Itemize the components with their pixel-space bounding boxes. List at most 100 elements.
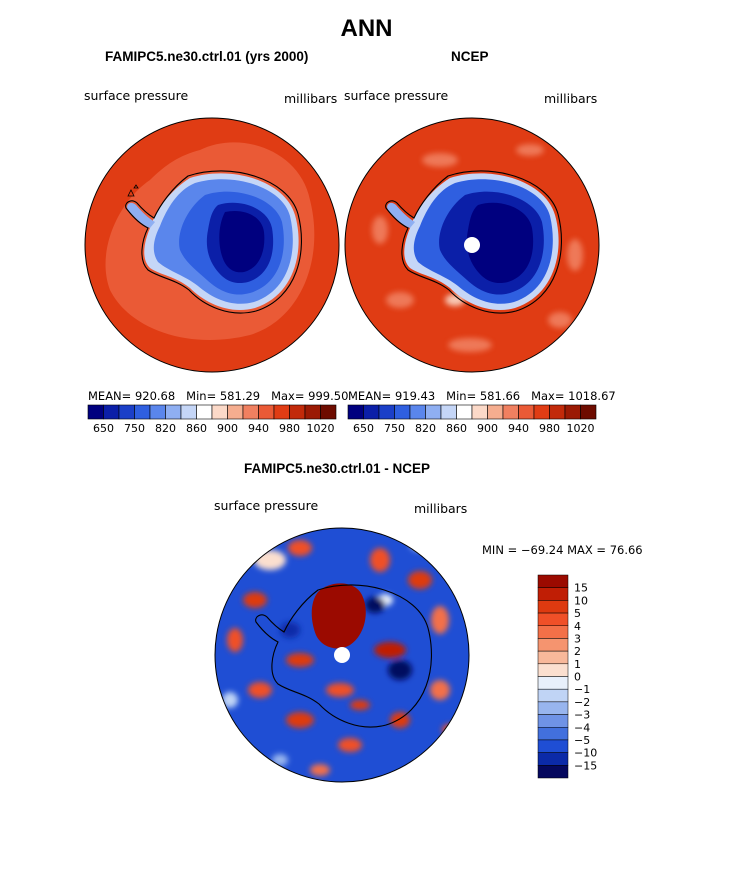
panel-1-colorbar-box [180, 404, 197, 420]
panel-2-colorbar-box [502, 404, 519, 420]
panel-2-colorbar-box [347, 404, 364, 420]
panel-2-colorbar-box [564, 404, 581, 420]
panel-2-mean: MEAN= 919.43 [348, 389, 436, 403]
panel-3-colorbar-box [537, 676, 569, 690]
panel-1-stats: MEAN= 920.68 Min= 581.29 Max= 999.50 [88, 389, 348, 403]
panel-1-colorbar-tick-label: 820 [155, 422, 176, 435]
panel-3-colorbar-box [537, 574, 569, 588]
panel-1-colorbar-box [165, 404, 182, 420]
panel-3-colorbar-box [537, 739, 569, 753]
panel-2-colorbar-box [487, 404, 504, 420]
panel-2-colorbar-box [518, 404, 535, 420]
panel-1-colorbar-box [211, 404, 228, 420]
panel-3-colorbar-tick-label: −15 [574, 759, 597, 772]
panel-1-colorbar-tick-label: 860 [186, 422, 207, 435]
panel-1-colorbar-box [242, 404, 259, 420]
panel-2-colorbar-tick-label: 980 [539, 422, 560, 435]
panel-2-colorbar-box [378, 404, 395, 420]
panel-3-colorbar-box [537, 688, 569, 703]
panel-3-colorbar-box [537, 714, 569, 728]
panel-2-colorbar-box [456, 404, 473, 420]
panel-3-colorbar-tick-label: −5 [574, 734, 590, 747]
panel-3-colorbar-box [537, 752, 569, 766]
panel-1-colorbar-tick-label: 650 [93, 422, 114, 435]
panel-2-colorbar-tick-label: 860 [446, 422, 467, 435]
panel-2-colorbar-tick-label: 900 [477, 422, 498, 435]
panel-3-minmax: MIN = −69.24 MAX = 76.66 [482, 543, 643, 557]
panel-1-colorbar-box [289, 404, 306, 420]
panel-2-colorbar-box [409, 404, 426, 420]
panel-3-colorbar-box [537, 600, 569, 614]
panel-1-colorbar: 650 750 820 860 900 940 980 1020 [87, 404, 337, 435]
panel-2-right-label: millibars [544, 91, 598, 106]
panel-1-colorbar-box [320, 404, 337, 420]
panel-1-colorbar-box [87, 404, 104, 420]
panel-3-colorbar-tick-label: 4 [574, 620, 581, 633]
panel-1-colorbar-box [304, 404, 321, 420]
panel-1-left-label: surface pressure [84, 88, 189, 103]
panel-1-colorbar-box [273, 404, 290, 420]
panel-1-colorbar-box [196, 404, 213, 420]
panel-1-map [84, 117, 340, 373]
panel-2-colorbar-box [471, 404, 488, 420]
panel-1-min: Min= 581.29 [186, 389, 261, 403]
panel-2-colorbar-tick-label: 650 [353, 422, 374, 435]
panel-1-title: FAMIPC5.ne30.ctrl.01 (yrs 2000) [105, 49, 309, 64]
panel-1-colorbar-tick-label: 940 [248, 422, 269, 435]
panel-2-max: Max= 1018.67 [531, 389, 616, 403]
panel-2-stats: MEAN= 919.43 Min= 581.66 Max= 1018.67 [348, 389, 616, 403]
panel-1-colorbar-box [227, 404, 244, 420]
panel-3-map [214, 527, 470, 783]
panel-3-right-label: millibars [414, 501, 468, 516]
panel-2-title: NCEP [451, 49, 489, 64]
panel-2-colorbar-tick-label: 1020 [567, 422, 595, 435]
panel-1-mean: MEAN= 920.68 [88, 389, 176, 403]
panel-3-title: FAMIPC5.ne30.ctrl.01 - NCEP [244, 461, 431, 476]
panel-3-colorbar-tick-label: −10 [574, 747, 597, 760]
panel-3-colorbar-tick-label: 15 [574, 582, 588, 595]
panel-3-colorbar-tick-label: −2 [574, 696, 590, 709]
panel-1-colorbar-box [103, 404, 120, 420]
panel-2-colorbar-tick-label: 820 [415, 422, 436, 435]
panel-3-left-label: surface pressure [214, 498, 319, 513]
panel-3-colorbar-tick-label: −3 [574, 709, 590, 722]
panel-3-colorbar-box [537, 638, 569, 652]
panel-2-colorbar-box [425, 404, 442, 420]
panel-3-colorbar-box [537, 587, 569, 601]
panel-3-colorbar-tick-label: 1 [574, 658, 581, 671]
panel-1-max: Max= 999.50 [271, 389, 349, 403]
panel-1-colorbar-box [134, 404, 151, 420]
panel-3-colorbar-box [537, 612, 569, 626]
panel-1-colorbar-box [149, 404, 166, 420]
panel-1-colorbar-tick-label: 980 [279, 422, 300, 435]
panel-2-colorbar-tick-label: 750 [384, 422, 405, 435]
panel-3-colorbar-box [537, 663, 569, 677]
panel-3-colorbar-tick-label: 2 [574, 645, 581, 658]
panel-1-colorbar-box [118, 404, 135, 420]
page-title: ANN [340, 15, 393, 42]
panel-2-colorbar-box [363, 404, 380, 420]
panel-3-colorbar-box [537, 701, 569, 715]
panel-3-colorbar-box [537, 625, 569, 639]
panel-2-map [344, 117, 600, 373]
panel-2-colorbar-box [549, 404, 566, 420]
panel-1-colorbar-tick-label: 900 [217, 422, 238, 435]
panel-2-colorbar-box [394, 404, 411, 420]
panel-3-colorbar-tick-label: 3 [574, 632, 581, 645]
panel-2-colorbar: 650 750 820 860 900 940 980 1020 [347, 404, 597, 435]
panel-1-colorbar-tick-label: 750 [124, 422, 145, 435]
panel-3-colorbar-box [537, 727, 569, 741]
panel-3-colorbar-box [537, 650, 569, 665]
panel-2-colorbar-box [440, 404, 457, 420]
panel-3-colorbar-tick-label: 10 [574, 594, 588, 607]
panel-3-colorbar-box [537, 765, 569, 779]
panel-2-colorbar-box [580, 404, 597, 420]
panel-1-colorbar-box [258, 404, 275, 420]
panel-1-colorbar-tick-label: 1020 [307, 422, 335, 435]
panel-2-min: Min= 581.66 [446, 389, 521, 403]
panel-1-right-label: millibars [284, 91, 338, 106]
panel-3-colorbar-tick-label: −4 [574, 721, 590, 734]
panel-3-colorbar-tick-label: 0 [574, 671, 581, 684]
